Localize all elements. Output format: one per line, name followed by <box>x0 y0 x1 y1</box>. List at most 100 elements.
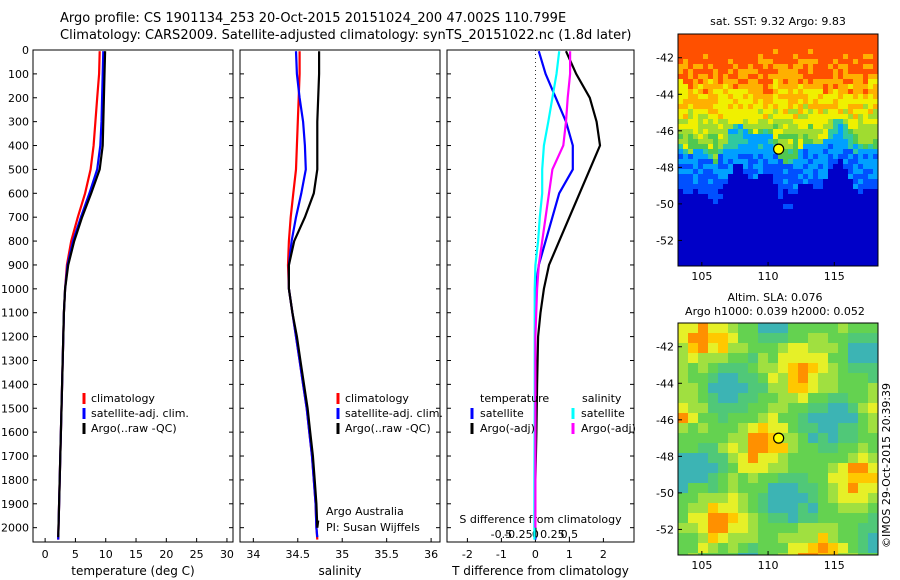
sst-map-cell <box>698 199 704 205</box>
depth-tick-label: 600 <box>8 187 29 200</box>
sst-map-cell <box>793 69 799 75</box>
sla-map-cell <box>798 493 809 504</box>
sst-map-cell <box>768 69 774 75</box>
sst-map-cell <box>703 149 709 155</box>
sla-map-cell <box>798 393 809 404</box>
sst-map-cell <box>783 109 789 115</box>
sla-map-cell <box>748 553 759 555</box>
sst-map-cell <box>868 214 874 220</box>
sst-map-cell <box>738 154 744 160</box>
sst-map-cell <box>688 264 694 266</box>
sst-map-cell <box>708 129 714 135</box>
sst-map-cell <box>863 224 869 230</box>
sst-map-cell <box>868 49 874 55</box>
sst-map-cell <box>853 204 859 210</box>
sla-map-cell <box>818 343 829 354</box>
sst-map-cell <box>723 144 729 150</box>
sst-map-cell <box>833 249 839 255</box>
sst-map-cell <box>873 164 878 170</box>
sst-map-cell <box>813 119 819 125</box>
sst-map-cell <box>728 234 734 240</box>
sst-map-cell <box>758 219 764 225</box>
sst-map-cell <box>798 129 804 135</box>
sst-map-cell <box>678 99 684 105</box>
sla-map-cell <box>778 543 789 554</box>
sst-map-cell <box>768 49 774 55</box>
sst-map-cell <box>773 164 779 170</box>
depth-tick-label: 1500 <box>1 402 29 415</box>
sst-map-cell <box>818 239 824 245</box>
depth-tick-label: 300 <box>8 116 29 129</box>
sst-map-cell <box>833 204 839 210</box>
sst-map-cell <box>758 239 764 245</box>
sst-map-cell <box>828 124 834 130</box>
sla-map-cell <box>828 433 839 444</box>
sst-map-cell <box>838 244 844 250</box>
sst-map-cell <box>823 179 829 185</box>
sla-map-cell <box>868 463 878 474</box>
sst-map-cell <box>758 119 764 125</box>
sst-map-cell <box>848 139 854 145</box>
sst-map-cell <box>803 89 809 95</box>
sst-map-cell <box>838 184 844 190</box>
sst-map-cell <box>763 49 769 55</box>
sst-map-cell <box>788 204 794 210</box>
sst-map-cell <box>788 249 794 255</box>
sst-map-cell <box>858 149 864 155</box>
sla-map-cell <box>808 543 819 554</box>
sst-map-cell <box>748 109 754 115</box>
sst-map-cell <box>763 99 769 105</box>
sst-map-cell <box>678 124 684 130</box>
sst-map-cell <box>688 74 694 80</box>
sst-map-cell <box>708 64 714 70</box>
sst-map-cell <box>703 94 709 100</box>
sla-map-cell <box>778 323 789 334</box>
sla-map-cell <box>868 503 878 514</box>
sst-map-cell <box>793 119 799 125</box>
sla-map-cell <box>748 363 759 374</box>
sst-map-cell <box>783 84 789 90</box>
sst-map-cell <box>708 74 714 80</box>
sst-map-cell <box>698 124 704 130</box>
sst-map-cell <box>698 129 704 135</box>
sst-map-cell <box>803 144 809 150</box>
sst-map-cell <box>798 244 804 250</box>
sla-map-cell <box>678 443 689 454</box>
sst-map-cell <box>778 129 784 135</box>
sst-map-cell <box>863 139 869 145</box>
sla-map-cell <box>798 333 809 344</box>
sst-map-cell <box>738 254 744 260</box>
sst-map-cell <box>713 194 719 200</box>
sst-map-cell <box>848 179 854 185</box>
sst-map-cell <box>843 219 849 225</box>
sla-map-cell <box>858 533 869 544</box>
sst-map-cell <box>868 169 874 175</box>
sst-map-cell <box>723 229 729 235</box>
sst-map-cell <box>723 44 729 50</box>
sla-map-cell <box>828 553 839 555</box>
sla-map-cell <box>768 333 779 344</box>
sla-map-cell <box>788 433 799 444</box>
sst-map-cell <box>823 69 829 75</box>
sst-map-cell <box>838 54 844 60</box>
sla-map-cell <box>708 403 719 414</box>
sst-map-cell <box>753 189 759 195</box>
sla-map-cell <box>828 463 839 474</box>
sst-map-cell <box>703 254 709 260</box>
sst-map-cell <box>798 69 804 75</box>
sst-map-cell <box>818 194 824 200</box>
sla-map-cell <box>828 543 839 554</box>
sst-map-cell <box>853 129 859 135</box>
sst-map-cell <box>813 214 819 220</box>
sst-map-cell <box>808 154 814 160</box>
sst-map-cell <box>833 44 839 50</box>
sst-map-cell <box>853 194 859 200</box>
depth-tick-label: 100 <box>8 68 29 81</box>
sst-map-cell <box>873 54 878 60</box>
sst-map-cell <box>858 44 864 50</box>
sst-map-cell <box>793 89 799 95</box>
sst-map-cell <box>858 89 864 95</box>
sst-map-cell <box>853 159 859 165</box>
sst-map-cell <box>758 69 764 75</box>
sla-map-cell <box>848 473 859 484</box>
